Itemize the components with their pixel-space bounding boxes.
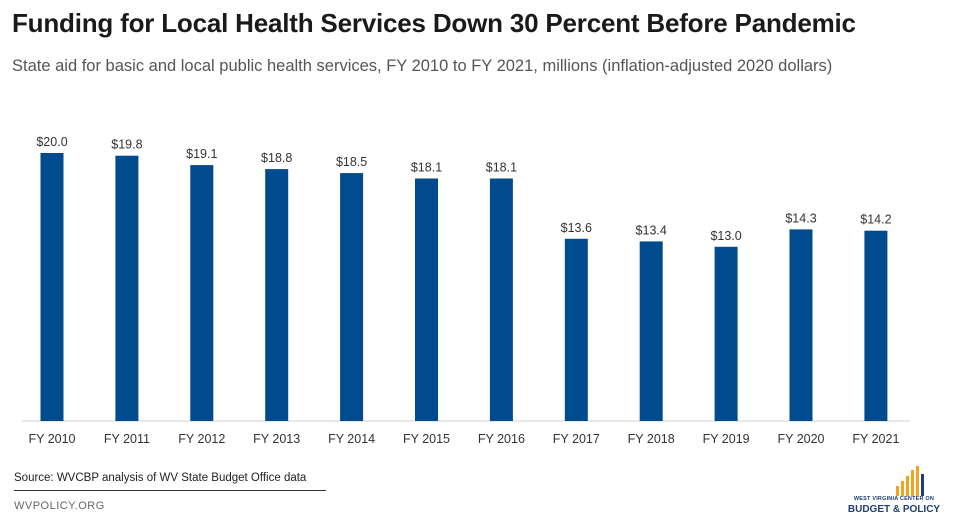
value-label: $19.1 bbox=[186, 147, 217, 161]
logo-line2: BUDGET & POLICY bbox=[847, 504, 941, 515]
x-tick-label: FY 2017 bbox=[553, 432, 600, 446]
x-tick-label: FY 2016 bbox=[478, 432, 525, 446]
bars-group bbox=[40, 153, 888, 421]
x-tick-label: FY 2015 bbox=[403, 432, 450, 446]
bar-fy-2020 bbox=[789, 229, 813, 421]
x-tick-label: FY 2014 bbox=[328, 432, 375, 446]
x-tick-label: FY 2018 bbox=[628, 432, 675, 446]
value-label: $18.1 bbox=[411, 161, 442, 175]
bar-fy-2017 bbox=[564, 238, 588, 421]
chart-subtitle: State aid for basic and local public hea… bbox=[12, 57, 833, 75]
bar-fy-2015 bbox=[415, 178, 438, 421]
bar-fy-2016 bbox=[489, 178, 513, 421]
x-tick-label: FY 2010 bbox=[28, 432, 75, 446]
bar-fy-2014 bbox=[340, 173, 364, 421]
logo-line1: WEST VIRGINIA CENTER ON bbox=[853, 496, 935, 502]
bar-fy-2013 bbox=[265, 169, 289, 421]
x-tick-labels-group: FY 2010 FY 2011 FY 2012 FY 2013 FY 2014 FY 20… bbox=[28, 432, 899, 446]
chart-title: Funding for Local Health Services Down 3… bbox=[12, 8, 856, 38]
value-label: $18.1 bbox=[486, 161, 517, 175]
wvcbp-logo: WEST VIRGINIA CENTER ON BUDGET & POLICY bbox=[840, 466, 948, 522]
x-tick-label: FY 2021 bbox=[852, 432, 899, 446]
x-tick-label: FY 2012 bbox=[178, 432, 225, 446]
bar-fy-2021 bbox=[864, 230, 888, 421]
x-tick-label: FY 2013 bbox=[253, 432, 300, 446]
bar-fy-2018 bbox=[639, 241, 663, 421]
logo-bars-icon bbox=[896, 466, 924, 496]
value-label: $13.0 bbox=[710, 229, 741, 243]
bar-fy-2012 bbox=[190, 165, 214, 421]
value-label: $18.8 bbox=[261, 151, 292, 165]
value-label: $14.3 bbox=[785, 211, 816, 225]
value-label: $18.5 bbox=[336, 155, 367, 169]
bar-chart: $20.0 $19.8 $19.1 $18.8 $18.5 $18.1 $18.1 $13.6… bbox=[22, 135, 910, 446]
value-label: $13.4 bbox=[636, 223, 667, 237]
source-divider bbox=[14, 490, 326, 491]
x-tick-label: FY 2020 bbox=[777, 432, 824, 446]
bar-fy-2011 bbox=[115, 155, 139, 421]
bar-fy-2010 bbox=[40, 153, 64, 421]
x-tick-label: FY 2019 bbox=[703, 432, 750, 446]
value-label: $13.6 bbox=[561, 221, 592, 235]
source-note: Source: WVCBP analysis of WV State Budge… bbox=[14, 472, 307, 484]
value-label: $19.8 bbox=[111, 138, 142, 152]
bar-fy-2019 bbox=[714, 246, 738, 421]
value-labels-group: $20.0 $19.8 $19.1 $18.8 $18.5 $18.1 $18.1 $13.6… bbox=[36, 135, 891, 243]
x-tick-label: FY 2011 bbox=[104, 432, 150, 446]
value-label: $20.0 bbox=[36, 135, 67, 149]
value-label: $14.2 bbox=[860, 213, 891, 227]
site-url: WVPOLICY.ORG bbox=[14, 500, 105, 512]
